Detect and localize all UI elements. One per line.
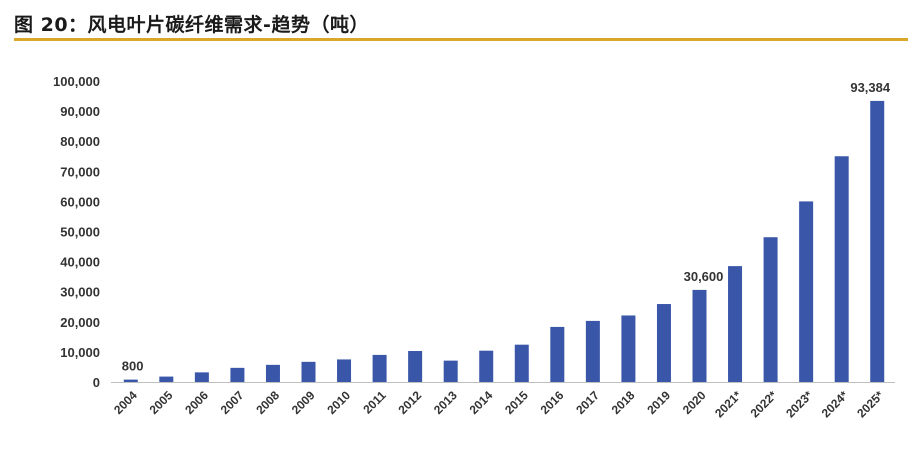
x-tick-label: 2011 xyxy=(360,388,389,417)
x-tick-label: 2010 xyxy=(324,388,353,417)
bar xyxy=(159,376,174,382)
bar xyxy=(692,289,707,382)
x-tick-label: 2019 xyxy=(644,388,673,417)
y-tick-label: 70,000 xyxy=(60,164,100,179)
bar xyxy=(301,361,316,382)
x-tick-label: 2015 xyxy=(502,388,531,417)
figure-title: 图 20：风电叶片碳纤维需求-趋势（吨） xyxy=(14,14,369,36)
x-tick-label: 2017 xyxy=(573,388,602,417)
x-tick-label: 2013 xyxy=(431,388,460,417)
bar xyxy=(479,350,494,382)
bar xyxy=(550,326,565,382)
x-tick-label: 2004 xyxy=(111,388,140,417)
x-tick-label: 2009 xyxy=(289,388,318,417)
data-labels: 800 30,600 93,384 xyxy=(122,80,891,374)
x-tick-label: 2021* xyxy=(712,388,744,420)
bar xyxy=(585,320,600,382)
x-tick-label: 2025* xyxy=(854,388,886,420)
bar xyxy=(372,354,387,382)
y-tick-label: 100,000 xyxy=(53,74,100,89)
bar xyxy=(799,201,814,382)
x-tick-label: 2006 xyxy=(182,388,211,417)
y-tick-label: 10,000 xyxy=(60,345,100,360)
y-tick-label: 30,000 xyxy=(60,285,100,300)
x-tick-label: 2016 xyxy=(538,388,567,417)
x-tick-label: 2012 xyxy=(395,388,424,417)
bar xyxy=(763,237,778,382)
y-tick-label: 50,000 xyxy=(60,225,100,240)
bar xyxy=(728,266,743,382)
bar xyxy=(621,315,636,382)
x-tick-label: 2023* xyxy=(783,388,815,420)
bar xyxy=(230,367,245,382)
y-tick-label: 40,000 xyxy=(60,255,100,270)
data-label: 30,600 xyxy=(684,269,724,284)
y-axis: 0 10,000 20,000 30,000 40,000 50,000 60,000 70,… xyxy=(53,74,100,390)
title-underline xyxy=(14,38,908,41)
y-tick-label: 20,000 xyxy=(60,315,100,330)
data-label: 93,384 xyxy=(850,80,891,95)
bar xyxy=(408,350,423,382)
x-tick-label: 2005 xyxy=(147,388,176,417)
bar xyxy=(656,304,671,382)
bar xyxy=(514,344,529,382)
x-tick-label: 2024* xyxy=(819,388,851,420)
bar xyxy=(834,156,849,382)
x-axis: 2004 2005 2006 2007 2008 2009 2010 2011 2012 2013… xyxy=(111,382,895,420)
bar xyxy=(194,372,209,382)
bar-series xyxy=(123,100,885,383)
x-tick-label: 2008 xyxy=(253,388,282,417)
x-tick-label: 2018 xyxy=(609,388,638,417)
x-tick-label: 2022* xyxy=(748,388,780,420)
data-label: 800 xyxy=(122,359,144,374)
x-tick-label: 2014 xyxy=(467,388,496,417)
y-tick-label: 90,000 xyxy=(60,104,100,119)
x-tick-label: 2020 xyxy=(680,388,709,417)
bar xyxy=(443,360,458,382)
bar xyxy=(337,359,352,382)
y-tick-label: 0 xyxy=(93,375,100,390)
figure-header: 图 20：风电叶片碳纤维需求-趋势（吨） xyxy=(14,4,908,38)
y-tick-label: 60,000 xyxy=(60,194,100,209)
bar xyxy=(123,379,138,382)
bar xyxy=(870,100,885,383)
x-tick-label: 2007 xyxy=(218,388,247,417)
y-tick-label: 80,000 xyxy=(60,134,100,149)
bar xyxy=(265,364,280,382)
